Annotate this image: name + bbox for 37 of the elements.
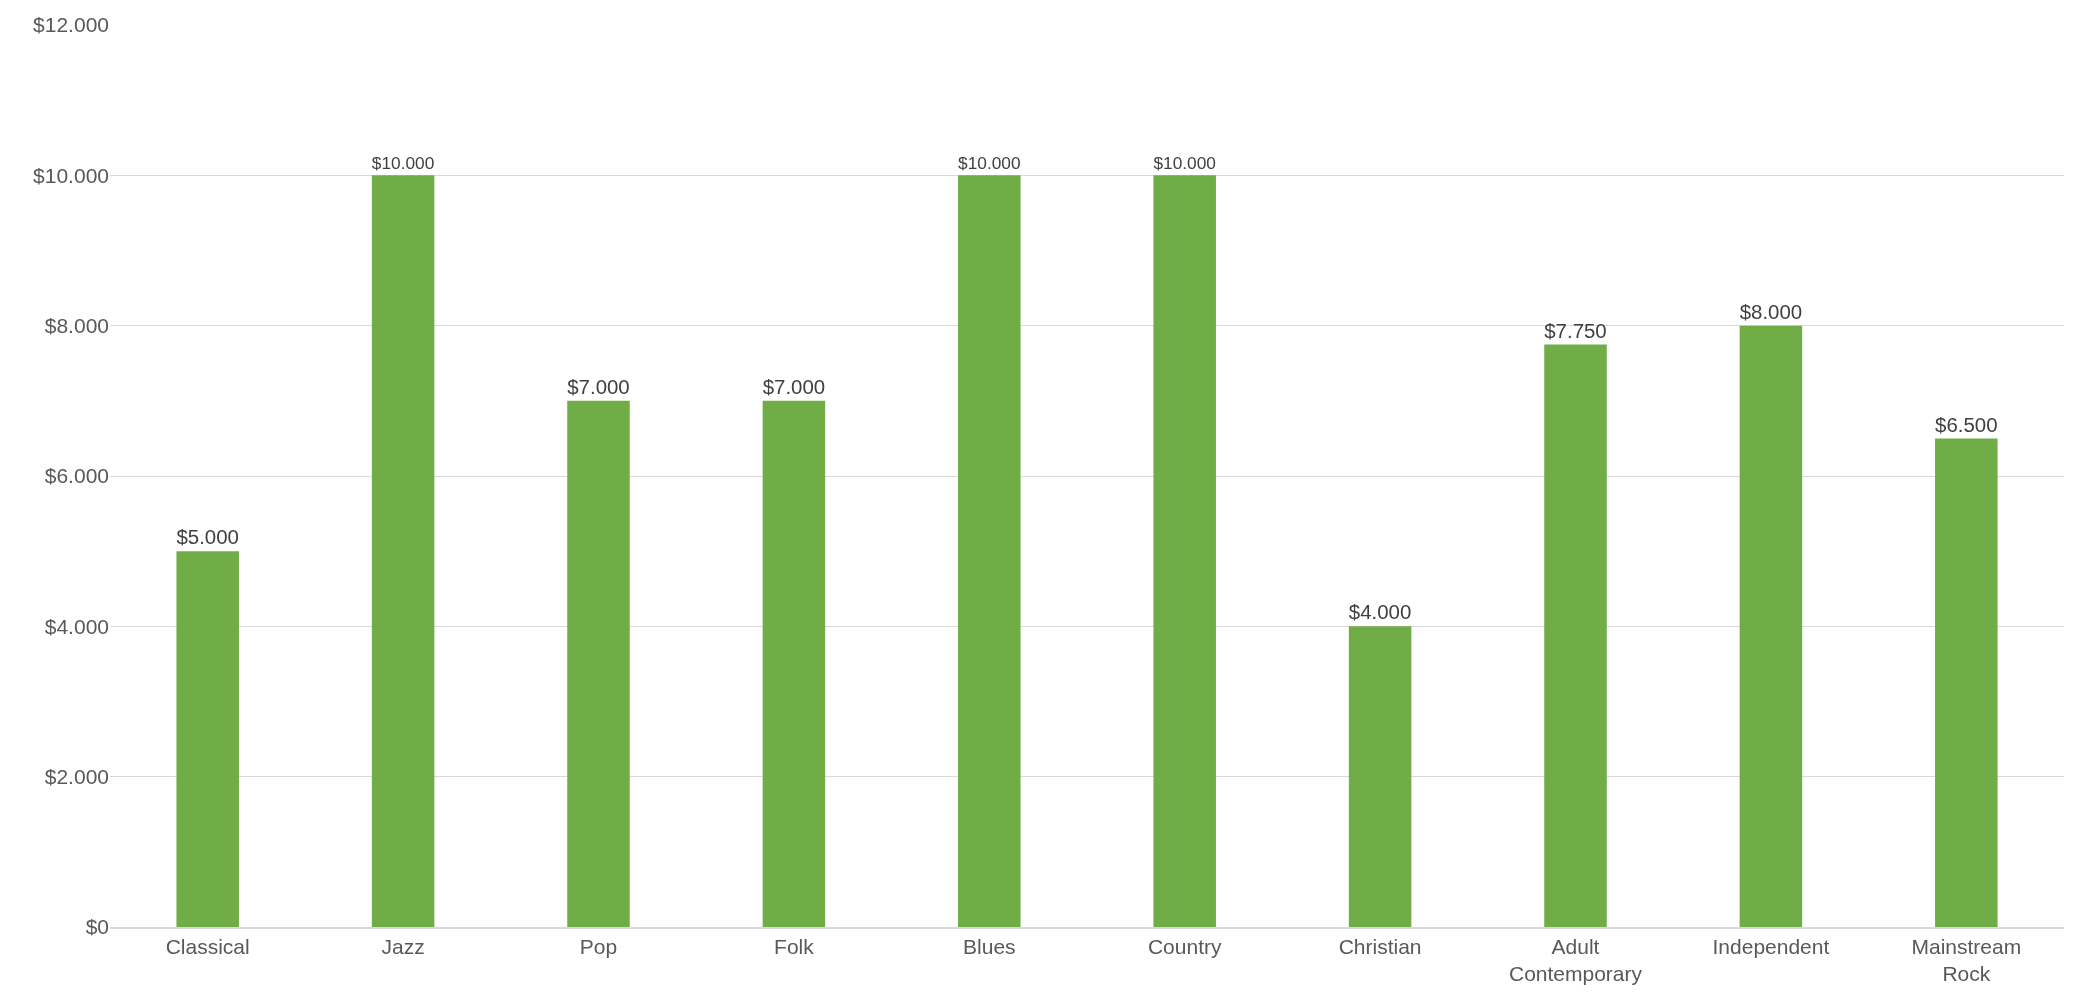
bar xyxy=(1935,438,1998,927)
x-tick-label: Christian xyxy=(1338,934,1422,958)
y-tick-label: $4.000 xyxy=(44,614,109,638)
x-tick-label: Adult Contemporary xyxy=(1508,934,1643,986)
data-label: $10.000 xyxy=(1153,153,1216,174)
data-label: $7.000 xyxy=(567,375,630,398)
bar xyxy=(1348,626,1412,927)
data-label: $10.000 xyxy=(958,153,1021,174)
y-tick-label: $2.000 xyxy=(44,765,109,789)
data-label: $7.000 xyxy=(762,375,826,398)
bar xyxy=(567,400,630,927)
bar xyxy=(762,400,826,927)
x-tick-label: Jazz xyxy=(381,934,425,958)
data-label: $10.000 xyxy=(371,153,435,174)
y-tick-label: $6.000 xyxy=(44,464,109,488)
x-tick-label: Folk xyxy=(774,934,815,958)
x-tick-label: Independent xyxy=(1712,934,1830,958)
y-tick-label: $8.000 xyxy=(44,314,109,338)
data-label: $6.500 xyxy=(1935,413,1998,436)
x-tick-label: Country xyxy=(1147,934,1222,958)
bar xyxy=(1544,344,1607,927)
bar xyxy=(371,175,435,927)
bar xyxy=(1739,325,1803,927)
data-label: $4.000 xyxy=(1348,601,1412,624)
data-label: $8.000 xyxy=(1739,300,1803,323)
bar xyxy=(176,551,239,927)
y-tick-label: $10.000 xyxy=(33,163,109,187)
x-tick-label: Blues xyxy=(963,934,1016,958)
data-label: $5.000 xyxy=(176,526,239,549)
y-tick-label: $12.000 xyxy=(33,13,109,37)
bar xyxy=(1153,175,1216,927)
x-tick-label: Pop xyxy=(579,934,618,958)
x-tick-label: Mainstream Rock xyxy=(1911,934,2022,986)
y-tick-label: $0 xyxy=(85,915,109,939)
data-label: $7.750 xyxy=(1544,319,1607,342)
x-tick-label: Classical xyxy=(165,934,250,958)
bar xyxy=(958,175,1021,927)
